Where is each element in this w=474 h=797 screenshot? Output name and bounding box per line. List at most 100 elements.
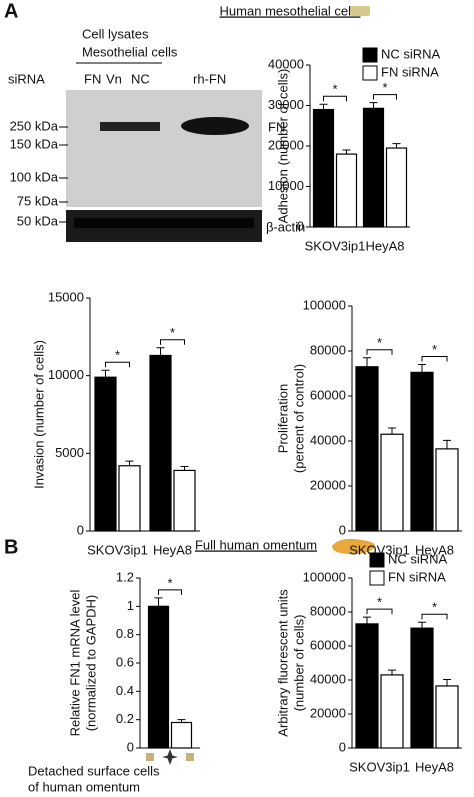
error-bar xyxy=(443,678,451,686)
error-bar xyxy=(392,143,401,149)
blot-row-label: siRNA xyxy=(8,71,45,86)
x-axis-label: Detached surface cells xyxy=(28,763,160,778)
bar xyxy=(118,465,141,532)
panel-label: A xyxy=(4,0,18,22)
marker-label: 250 kDa xyxy=(10,118,59,133)
y-tick-label: 20000 xyxy=(268,137,304,152)
y-tick-label: 15000 xyxy=(48,289,84,304)
y-tick-label: 80000 xyxy=(310,342,346,357)
error-bar xyxy=(125,460,134,466)
marker-ticks xyxy=(59,126,68,223)
legend-label: NC siRNA xyxy=(381,46,441,61)
x-tick-label: SKOV3ip1 xyxy=(349,759,410,774)
y-tick-label: 60000 xyxy=(310,387,346,402)
lane-label: rh-FN xyxy=(193,71,226,86)
bar xyxy=(410,371,434,532)
y-tick-label: 0 xyxy=(127,739,134,754)
significance-bracket xyxy=(421,356,448,362)
legend-label: NC siRNA xyxy=(388,551,448,566)
y-tick-label: 1.2 xyxy=(116,569,134,584)
error-bar xyxy=(388,427,396,435)
bar xyxy=(385,147,408,228)
marker-label: 50 kDa xyxy=(17,213,59,228)
bar xyxy=(312,108,335,228)
x-tick-label: HeyA8 xyxy=(415,542,454,557)
bar xyxy=(147,605,170,749)
error-bar xyxy=(180,466,189,471)
header: Full human omentum xyxy=(195,537,317,552)
significance-star: * xyxy=(115,348,120,363)
marker-label: 75 kDa xyxy=(17,193,59,208)
error-bar xyxy=(418,621,426,629)
x-axis-label: of human omentum xyxy=(28,779,140,794)
bar xyxy=(380,674,404,749)
significance-star: * xyxy=(432,600,437,615)
y-tick-label: 20000 xyxy=(310,477,346,492)
significance-star: * xyxy=(377,595,382,610)
legend-label: FN siRNA xyxy=(381,64,439,79)
blot-band xyxy=(181,117,249,135)
legend-swatch xyxy=(362,65,378,81)
y-axis-label: Relative FN1 mRNA level xyxy=(67,590,82,737)
bar xyxy=(410,627,434,749)
significance-star: * xyxy=(167,575,172,590)
error-bar xyxy=(369,102,378,109)
significance-star: * xyxy=(382,80,387,95)
x-tick-label: SKOV3ip1 xyxy=(87,542,148,557)
blot-band xyxy=(74,218,254,228)
bar xyxy=(170,721,193,749)
legend-swatch xyxy=(362,47,378,63)
blot-band xyxy=(100,122,160,131)
error-bar xyxy=(156,347,165,356)
significance-bracket xyxy=(373,94,397,100)
x-tick-label: HeyA8 xyxy=(365,238,404,253)
y-tick-label: 5000 xyxy=(55,445,84,460)
bar xyxy=(149,354,172,532)
significance-bracket xyxy=(323,95,347,102)
y-tick-label: 0.6 xyxy=(116,654,134,669)
cell-icon xyxy=(186,753,194,761)
y-axis-label: Invasion (number of cells) xyxy=(31,340,46,489)
y-axis-label: (normalized to GAPDH) xyxy=(83,595,98,732)
significance-star: * xyxy=(432,342,437,357)
bar xyxy=(173,469,196,532)
significance-bracket xyxy=(105,361,130,368)
y-tick-label: 100000 xyxy=(303,569,346,584)
significance-bracket xyxy=(366,349,393,355)
x-tick-label: HeyA8 xyxy=(415,759,454,774)
error-bar xyxy=(388,669,396,675)
error-bar xyxy=(154,597,163,607)
legend-swatch xyxy=(369,552,385,568)
y-tick-label: 10000 xyxy=(268,178,304,193)
error-bar xyxy=(342,149,351,155)
bar xyxy=(335,153,358,228)
y-axis-label: (number of cells) xyxy=(291,615,306,712)
legend-swatch xyxy=(369,570,385,586)
significance-bracket xyxy=(366,608,393,615)
lane-label: NC xyxy=(131,71,150,86)
significance-bracket xyxy=(160,339,185,345)
blot-subgroup: Mesothelial cells xyxy=(82,44,178,59)
bar xyxy=(94,376,117,532)
error-bar xyxy=(363,357,371,367)
y-tick-label: 0 xyxy=(339,522,346,537)
panel-label: B xyxy=(4,536,18,558)
y-tick-label: 0 xyxy=(339,739,346,754)
significance-star: * xyxy=(377,335,382,350)
band-label: β-actin xyxy=(266,219,305,234)
blot-group: Cell lysates xyxy=(82,26,149,41)
y-axis-label: Proliferation xyxy=(275,384,290,453)
y-tick-label: 20000 xyxy=(310,705,346,720)
bar xyxy=(435,448,459,532)
bar xyxy=(355,366,379,532)
y-tick-label: 40000 xyxy=(268,56,304,71)
marker-label: 150 kDa xyxy=(10,136,59,151)
significance-bracket xyxy=(158,589,182,595)
band-label: FN xyxy=(268,119,285,134)
significance-star: * xyxy=(332,82,337,97)
y-axis-label: (percent of control) xyxy=(291,364,306,473)
y-tick-label: 0 xyxy=(297,218,304,233)
x-tick-label: HeyA8 xyxy=(153,542,192,557)
blot-image xyxy=(66,90,262,207)
x-tick-label: SKOV3ip1 xyxy=(349,542,410,557)
